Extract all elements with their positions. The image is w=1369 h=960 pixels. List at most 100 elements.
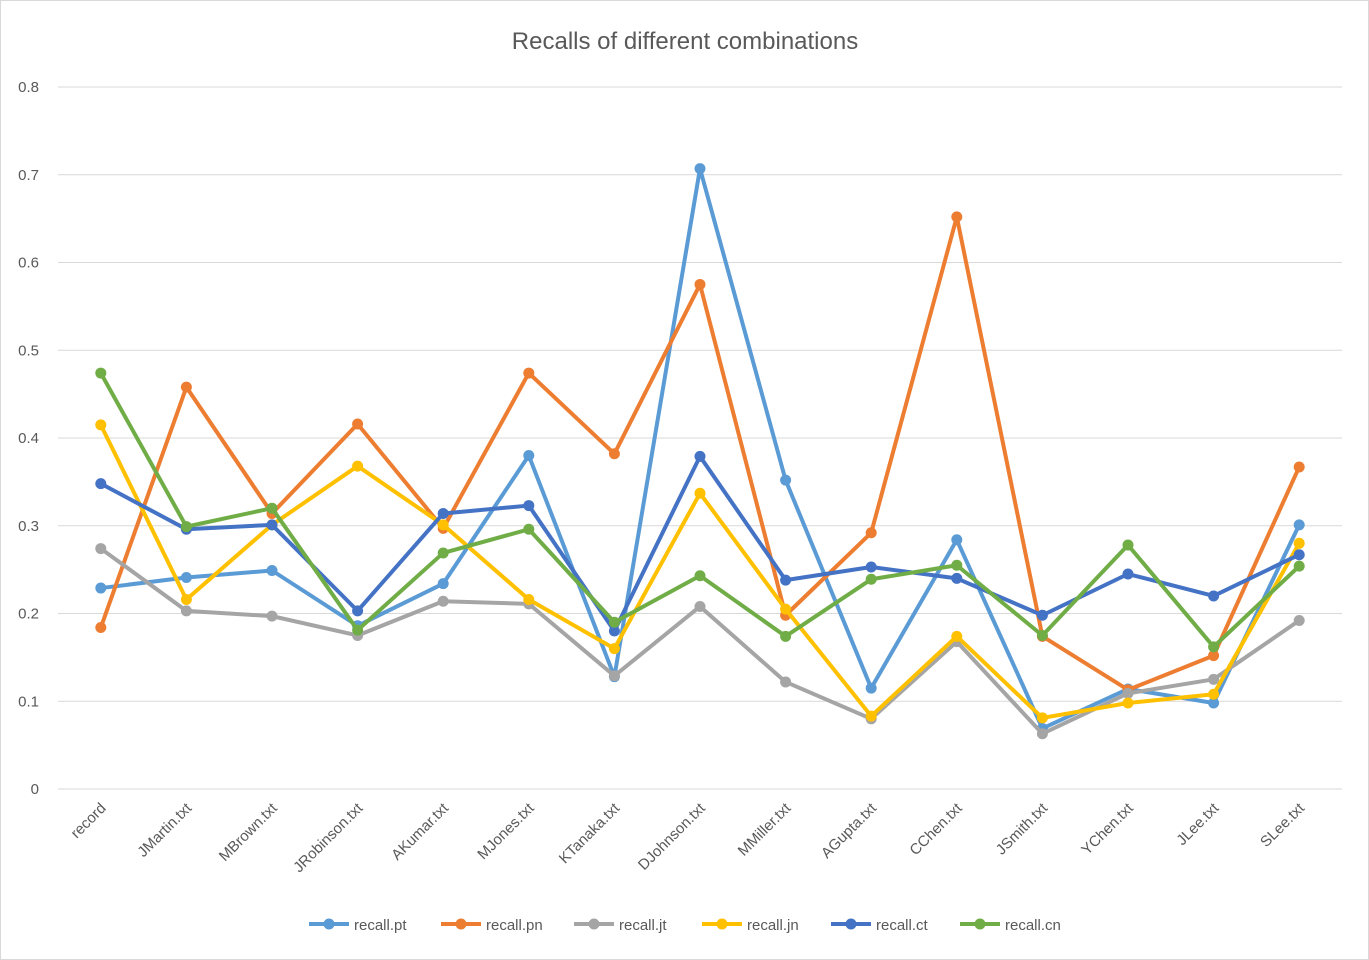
- data-point: [1036, 629, 1048, 641]
- data-point: [180, 572, 192, 584]
- series-recall.ct: [95, 450, 1305, 637]
- data-point: [437, 595, 449, 607]
- legend-marker: [323, 918, 335, 930]
- y-tick-label: 0.3: [18, 518, 39, 535]
- legend-marker: [974, 918, 986, 930]
- data-point: [608, 643, 620, 655]
- data-point: [780, 474, 792, 486]
- data-point: [352, 624, 364, 636]
- y-axis-ticks: 0 0.1 0.2 0.3 0.4 0.5 0.6 0.7 0.8: [18, 79, 39, 798]
- data-point: [1208, 641, 1220, 653]
- legend-item: recall.jt: [574, 917, 667, 934]
- data-point: [523, 500, 535, 512]
- y-tick-label: 0: [31, 781, 39, 798]
- x-tick-label: JSmith.txt: [993, 799, 1052, 858]
- data-point: [951, 630, 963, 642]
- data-point: [951, 534, 963, 546]
- data-point: [180, 605, 192, 617]
- x-tick-label: JLee.txt: [1173, 799, 1223, 849]
- data-point: [694, 600, 706, 612]
- legend-label: recall.pt: [354, 917, 407, 934]
- data-point: [1208, 697, 1220, 709]
- legend-marker: [455, 918, 467, 930]
- data-point: [951, 572, 963, 584]
- series-recall.pt: [95, 163, 1305, 734]
- data-point: [865, 527, 877, 539]
- legend-item: recall.ct: [831, 917, 929, 934]
- data-point: [865, 710, 877, 722]
- x-tick-label: SLee.txt: [1257, 799, 1309, 851]
- data-point: [608, 616, 620, 628]
- data-point: [780, 676, 792, 688]
- x-tick-label: JRobinson.txt: [290, 799, 367, 876]
- data-point: [951, 211, 963, 223]
- series-lines: [95, 163, 1305, 740]
- legend-label: recall.cn: [1005, 917, 1061, 934]
- x-axis-ticks: record JMartin.txt MBrown.txt JRobinson.txt…: [68, 799, 1309, 876]
- x-tick-label: MBrown.txt: [216, 799, 282, 865]
- data-point: [1293, 549, 1305, 561]
- data-point: [865, 682, 877, 694]
- data-point: [437, 578, 449, 590]
- data-point: [694, 278, 706, 290]
- data-point: [1208, 650, 1220, 662]
- legend-label: recall.pn: [486, 917, 543, 934]
- y-tick-label: 0.2: [18, 606, 39, 623]
- data-point: [1293, 560, 1305, 572]
- data-point: [1293, 461, 1305, 473]
- data-point: [95, 622, 107, 634]
- data-point: [352, 605, 364, 617]
- y-tick-label: 0.7: [18, 167, 39, 184]
- legend-label: recall.jn: [747, 917, 799, 934]
- legend-item: recall.cn: [960, 917, 1061, 934]
- legend-marker: [716, 918, 728, 930]
- data-point: [352, 418, 364, 430]
- data-point: [694, 163, 706, 175]
- data-point: [95, 478, 107, 490]
- data-point: [780, 574, 792, 586]
- x-tick-label: AKumar.txt: [388, 799, 452, 863]
- data-point: [865, 573, 877, 585]
- data-point: [523, 367, 535, 379]
- data-point: [1293, 615, 1305, 627]
- chart-title: Recalls of different combinations: [512, 28, 858, 55]
- series-recall.cn: [95, 367, 1305, 653]
- data-point: [1122, 539, 1134, 551]
- data-point: [266, 610, 278, 622]
- x-tick-label: KTanaka.txt: [556, 799, 624, 867]
- data-point: [1122, 568, 1134, 580]
- data-point: [266, 502, 278, 514]
- gridlines: [58, 86, 1342, 790]
- data-point: [523, 523, 535, 535]
- data-point: [1036, 609, 1048, 621]
- data-point: [180, 521, 192, 533]
- data-point: [1208, 688, 1220, 700]
- x-tick-label: YChen.txt: [1078, 799, 1137, 858]
- legend-marker: [845, 918, 857, 930]
- data-point: [1122, 687, 1134, 699]
- y-tick-label: 0.1: [18, 693, 39, 710]
- data-point: [951, 559, 963, 571]
- data-point: [608, 625, 620, 637]
- data-point: [608, 448, 620, 460]
- data-point: [1208, 673, 1220, 685]
- data-point: [780, 630, 792, 642]
- x-tick-label: DJohnson.txt: [635, 799, 710, 874]
- data-point: [352, 460, 364, 472]
- data-point: [1208, 590, 1220, 602]
- data-point: [266, 565, 278, 577]
- x-tick-label: MMiller.txt: [735, 799, 795, 859]
- x-tick-label: CChen.txt: [906, 799, 966, 859]
- data-point: [95, 582, 107, 594]
- y-tick-label: 0.8: [18, 79, 39, 96]
- x-tick-label: MJones.txt: [474, 799, 538, 863]
- data-point: [437, 507, 449, 519]
- legend-marker: [588, 918, 600, 930]
- series-line: [98, 166, 1302, 731]
- data-point: [437, 519, 449, 531]
- legend-label: recall.jt: [619, 917, 667, 934]
- legend: recall.pt recall.pn recall.jt recall.jn reca…: [309, 917, 1061, 934]
- x-tick-label: record: [68, 800, 110, 842]
- data-point: [1122, 697, 1134, 709]
